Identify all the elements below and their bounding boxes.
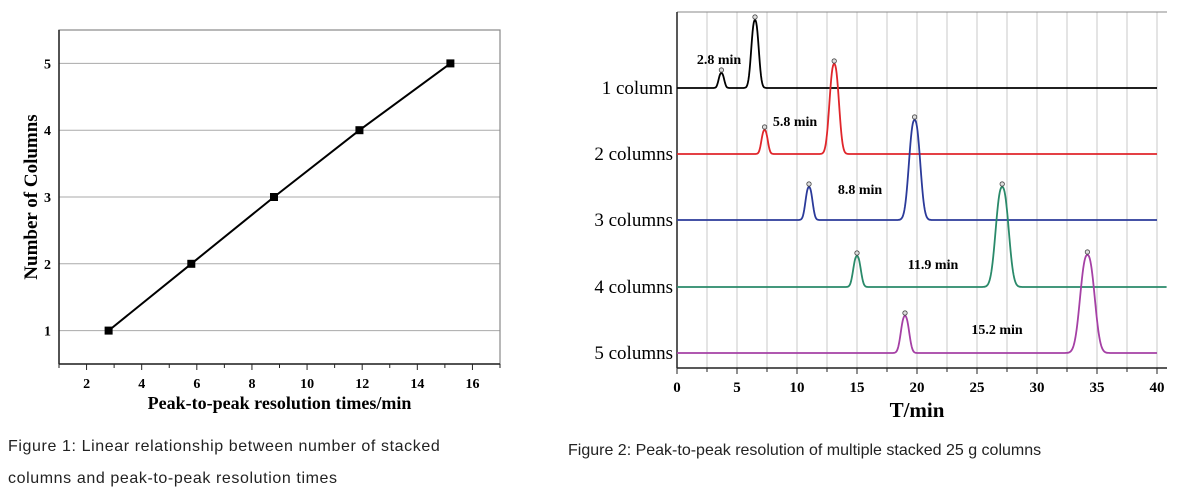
- series-label: 4 columns: [594, 277, 673, 298]
- x-tick-label: 35: [1090, 380, 1105, 396]
- peak-marker: [831, 58, 837, 64]
- peak-marker: [1084, 249, 1091, 255]
- x-tick-label: 12: [355, 377, 369, 392]
- series-1: 1 column 2.8 min: [602, 14, 1157, 99]
- peak-marker: [902, 310, 908, 316]
- x-tick-label: 15: [850, 380, 865, 396]
- figure-1-caption-line-2: columns and peak-to-peak resolution time…: [8, 470, 338, 487]
- data-point: [104, 326, 113, 335]
- y-tick-label: 4: [44, 124, 51, 139]
- data-point: [269, 193, 278, 201]
- y-tick-label: 5: [44, 57, 51, 72]
- data-point: [355, 126, 364, 135]
- series-label: 1 column: [602, 78, 674, 99]
- resolution-annotation: 11.9 min: [908, 258, 959, 273]
- resolution-annotation: 15.2 min: [971, 323, 1023, 338]
- x-tick-label: 10: [790, 380, 805, 396]
- y-axis-label: Number of Columns: [21, 114, 42, 279]
- peak-marker: [854, 250, 860, 256]
- data-point: [187, 259, 196, 268]
- chromatogram-trace: [677, 254, 1157, 354]
- x-tick-label: 25: [970, 380, 985, 396]
- chromatogram-trace: [677, 118, 1157, 221]
- resolution-annotation: 2.8 min: [697, 53, 742, 68]
- x-tick-label: 10: [300, 377, 314, 392]
- chromatogram-trace: [677, 62, 1157, 155]
- series-label: 3 columns: [594, 210, 673, 231]
- figure-2-caption: Figure 2: Peak-to-peak resolution of mul…: [568, 442, 1042, 459]
- data-point: [446, 59, 455, 68]
- chromatogram-trace: [677, 186, 1167, 288]
- x-tick-label: 0: [673, 380, 681, 396]
- y-tick-label: 3: [44, 191, 51, 206]
- x-axis-label: T/min: [890, 398, 945, 422]
- chromatogram-trace: [677, 18, 1157, 89]
- x-axis-label: Peak-to-peak resolution times/min: [148, 393, 412, 413]
- x-tick-label: 30: [1030, 380, 1045, 396]
- x-tick-label: 20: [910, 380, 925, 396]
- y-tick-label: 1: [44, 325, 51, 340]
- resolution-annotation: 5.8 min: [773, 115, 818, 130]
- series-5: 5 columns 15.2 min: [594, 249, 1157, 364]
- figure-1-caption-line-1: Figure 1: Linear relationship between nu…: [8, 438, 441, 455]
- x-tick-label: 14: [410, 377, 424, 392]
- x-tick-label: 5: [733, 380, 741, 396]
- series-3: 3 columns 8.8 min: [594, 114, 1157, 231]
- peak-marker: [752, 14, 758, 20]
- peak-marker: [761, 124, 768, 130]
- peak-marker: [718, 67, 725, 73]
- resolution-annotation: 8.8 min: [838, 183, 883, 198]
- series-4: 4 columns 11.9 min: [594, 181, 1167, 298]
- x-tick-label: 6: [193, 377, 200, 392]
- peak-marker: [806, 181, 812, 187]
- x-tick-label: 8: [248, 377, 255, 392]
- y-tick-label: 2: [44, 258, 51, 273]
- series-label: 5 columns: [594, 343, 673, 364]
- x-tick-label: 16: [465, 377, 479, 392]
- peak-marker: [999, 181, 1005, 187]
- x-tick-label: 2: [83, 377, 90, 392]
- peak-marker: [911, 114, 918, 120]
- series-2: 2 columns 5.8 min: [594, 58, 1157, 165]
- x-tick-label: 4: [138, 377, 145, 392]
- x-tick-label: 40: [1150, 380, 1165, 396]
- series-label: 2 columns: [594, 144, 673, 165]
